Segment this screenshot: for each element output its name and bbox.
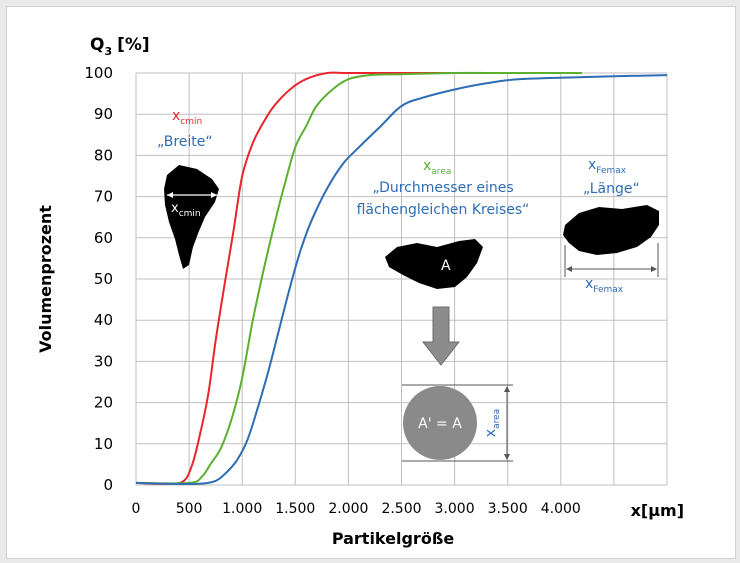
particle-femax-shape — [563, 205, 659, 255]
xfemax-bottom-label: xFemax — [585, 276, 624, 295]
xfemax-annotation: xFemax — [588, 157, 627, 176]
chart-svg: Q3 [%] Volumenprozent Partikelgröße x[µm]… — [36, 35, 684, 548]
x-tick-label: 2.000 — [328, 501, 368, 517]
x-tick-label: 3.500 — [488, 501, 528, 517]
laenge-annotation: „Länge“ — [583, 181, 640, 197]
x-tick-label: 3.000 — [435, 501, 475, 517]
y-tick-label: 0 — [103, 476, 113, 494]
y-tick-label: 40 — [94, 311, 113, 329]
x-tick-label: 500 — [176, 501, 203, 517]
particle-area-label: A — [441, 258, 451, 274]
x-axis-unit: x[µm] — [631, 501, 684, 520]
y-tick-label: 60 — [94, 229, 113, 247]
y-tick-label: 20 — [94, 394, 113, 412]
series-lines — [135, 71, 668, 486]
y-tick-label: 30 — [94, 352, 113, 370]
x-tick-label: 0 — [132, 501, 141, 517]
particle-xcmin-shape — [164, 165, 219, 269]
y-tick-label: 100 — [84, 64, 113, 82]
particle-xcmin-label: xcmin — [171, 201, 201, 219]
x-tick-label: 2.500 — [381, 501, 421, 517]
y-tick-label: 90 — [94, 105, 113, 123]
series-line-xcmin — [135, 71, 582, 485]
y-tick-label: 70 — [94, 188, 113, 206]
particle-xcmin-arrowheads — [167, 192, 217, 198]
y-tick-label: 50 — [94, 270, 113, 288]
xarea-side-label: xarea — [483, 409, 502, 437]
equivalent-circle — [403, 386, 477, 460]
breite-annotation: „Breite“ — [157, 134, 213, 150]
x-tick-label: 4.000 — [541, 501, 581, 517]
x-axis-title: Partikelgröße — [332, 529, 455, 548]
xarea-annotation: xarea — [423, 158, 451, 177]
y-tick-label: 80 — [94, 146, 113, 164]
series-line-xarea — [135, 71, 582, 485]
y-tick-label: 10 — [94, 435, 113, 453]
y-axis-title: Volumenprozent — [36, 205, 55, 353]
equivalent-circle-label: A' = A — [418, 416, 462, 432]
x-tick-label: 1.500 — [275, 501, 315, 517]
x-ticks: 0 500 1.000 1.500 2.000 2.500 3.000 3.500 4.000 — [132, 501, 581, 517]
y-axis-top-label: Q3 [%] — [90, 35, 150, 58]
down-arrow-icon — [421, 306, 461, 366]
y-ticks: 0 10 20 30 40 50 60 70 80 90 100 — [84, 64, 113, 494]
xcmin-annotation: xcmin — [172, 108, 202, 127]
chart-frame: Q3 [%] Volumenprozent Partikelgröße x[µm]… — [6, 6, 736, 559]
durchmesser-line2: flächengleichen Kreises“ — [357, 202, 530, 218]
particle-area-shape — [385, 239, 483, 289]
durchmesser-line1: „Durchmesser eines — [372, 180, 513, 196]
series-line-xfemax — [135, 74, 668, 486]
x-tick-label: 1.000 — [222, 501, 262, 517]
